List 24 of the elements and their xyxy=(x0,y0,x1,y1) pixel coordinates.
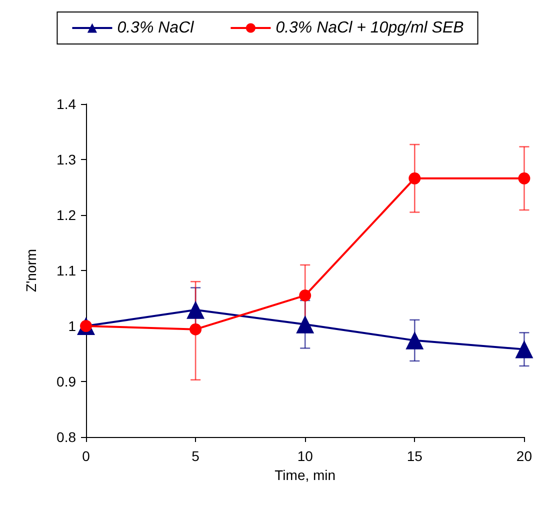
y-tick-label: 1.2 xyxy=(56,207,76,223)
point xyxy=(406,331,424,350)
y-tick-label: 1 xyxy=(68,318,76,334)
point xyxy=(186,300,205,319)
x-tick-label: 20 xyxy=(516,448,532,464)
point xyxy=(299,289,312,302)
x-axis-title: Time, min xyxy=(274,466,336,483)
point xyxy=(190,323,202,336)
legend-label: 0.3% NaCl xyxy=(117,20,194,36)
y-tick-label: 0.8 xyxy=(56,429,76,445)
point xyxy=(518,172,530,184)
y-tick-label: 1.1 xyxy=(56,262,76,278)
x-tick-label: 0 xyxy=(82,448,90,464)
y-tick-label: 1.3 xyxy=(56,152,76,168)
point xyxy=(515,340,534,358)
x-tick-label: 15 xyxy=(406,448,423,464)
y-axis-title: Z'norm xyxy=(23,248,39,292)
y-tick-label: 1.4 xyxy=(56,96,76,112)
point xyxy=(296,315,314,334)
x-tick-label: 5 xyxy=(192,448,200,464)
y-tick-label: 0.9 xyxy=(56,374,76,390)
point xyxy=(408,172,421,184)
x-tick-label: 10 xyxy=(297,448,314,464)
legend-label: 0.3% NaCl + 10pg/ml SEB xyxy=(276,20,464,36)
